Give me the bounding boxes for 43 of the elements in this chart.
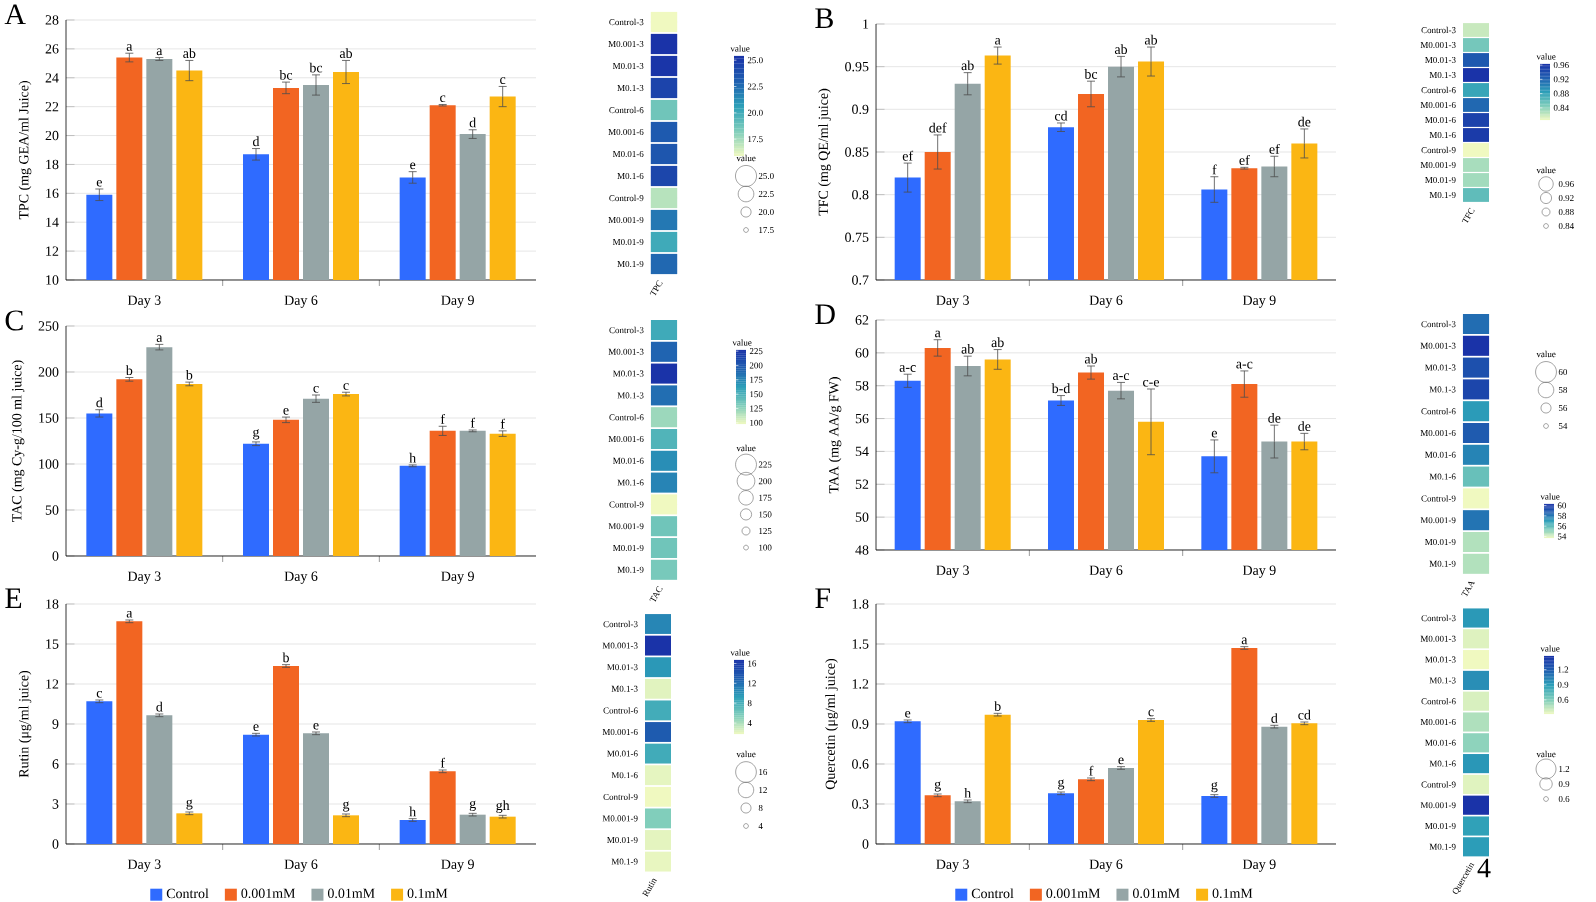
bar [1078, 779, 1105, 844]
bar [146, 715, 173, 844]
bar [273, 665, 299, 844]
bar [1048, 793, 1075, 844]
bar [459, 430, 486, 556]
bar [176, 813, 203, 844]
bar [894, 721, 921, 844]
bar [303, 398, 329, 556]
bar [1138, 719, 1165, 844]
bar [1291, 723, 1318, 844]
bar [429, 430, 456, 556]
bar [399, 465, 426, 556]
bar [924, 795, 951, 844]
chart-title: E [5, 588, 22, 608]
chart-title: B [815, 8, 833, 29]
bar [146, 347, 173, 556]
bar [489, 816, 516, 844]
chart-title: F [815, 588, 830, 608]
bar [489, 433, 516, 556]
bar [86, 413, 113, 556]
bar [176, 383, 203, 556]
chart-title: D [815, 304, 835, 325]
bar [273, 419, 299, 556]
chart-title: C [5, 310, 23, 331]
text: 4 [1477, 858, 1491, 878]
bar [984, 714, 1011, 844]
bar [1201, 795, 1228, 844]
bar [333, 815, 359, 844]
bar [86, 701, 113, 844]
bar [333, 394, 359, 556]
bar [1261, 726, 1288, 844]
bar [303, 733, 329, 844]
bar [116, 621, 143, 844]
chart-title: A [4, 4, 26, 25]
bar [243, 443, 269, 556]
bar [399, 819, 426, 844]
bar [116, 379, 143, 556]
bar [1108, 767, 1135, 844]
bar [429, 771, 456, 844]
bar [459, 814, 486, 844]
bar [243, 734, 269, 844]
bar [954, 801, 981, 844]
bar [1231, 647, 1258, 844]
